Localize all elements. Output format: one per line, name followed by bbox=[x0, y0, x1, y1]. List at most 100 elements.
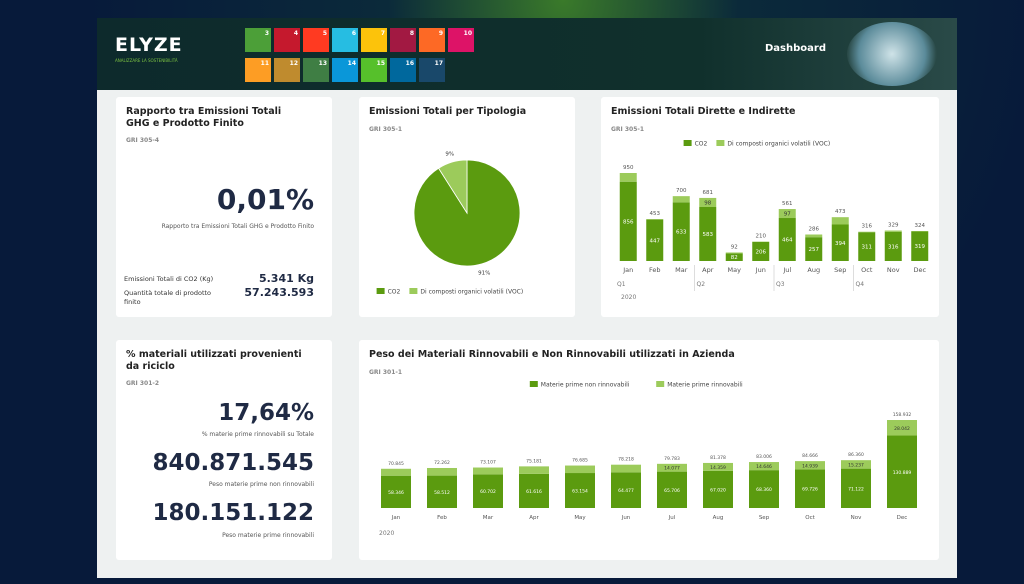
total-label: 84.666 bbox=[802, 453, 818, 459]
value-label: 97 bbox=[784, 212, 791, 218]
value-label: 394 bbox=[835, 241, 846, 247]
x-tick-label: Dec bbox=[897, 515, 908, 521]
total-label: 473 bbox=[835, 209, 846, 215]
total-label: 70.845 bbox=[388, 461, 404, 467]
value-label: 98 bbox=[704, 200, 711, 206]
kpi-card: Rapporto tra Emissioni Totali GHG e Prod… bbox=[116, 97, 332, 317]
slice-label: 9% bbox=[445, 151, 454, 157]
card-code: GRI 301-1 bbox=[369, 369, 403, 376]
bar-segment bbox=[646, 219, 664, 220]
value-label: 257 bbox=[809, 247, 820, 253]
card-code: GRI 305-1 bbox=[611, 126, 645, 133]
bar-segment bbox=[884, 230, 902, 232]
value-label: 63.154 bbox=[572, 489, 588, 495]
bar-segment bbox=[778, 209, 796, 219]
value-label: 65.706 bbox=[664, 488, 680, 494]
total-label: 76.685 bbox=[572, 458, 588, 464]
total-label: 286 bbox=[809, 227, 820, 233]
card-title: Peso dei Materiali Rinnovabili e Non Rin… bbox=[369, 349, 735, 360]
value-label: 319 bbox=[915, 244, 926, 250]
bar-segment bbox=[619, 173, 637, 182]
value-label: 58.346 bbox=[388, 490, 404, 496]
x-tick-label: Nov bbox=[887, 266, 900, 274]
x-tick-label: Aug bbox=[713, 515, 724, 521]
kpi-caption: Peso materie prime rinnovabili bbox=[222, 532, 314, 539]
bar-segment bbox=[657, 471, 687, 508]
sdg-icon: 10 bbox=[448, 28, 474, 52]
x-tick-label: Oct bbox=[805, 515, 815, 521]
x-tick-label: Apr bbox=[702, 266, 714, 274]
x-tick-label: May bbox=[574, 515, 586, 521]
total-label: 79.783 bbox=[664, 456, 680, 462]
value-label: 14.646 bbox=[756, 464, 772, 470]
total-label: 324 bbox=[915, 223, 926, 229]
card-code: GRI 305-4 bbox=[126, 137, 160, 144]
card-title: % materiali utilizzati provenienti da ri… bbox=[126, 349, 302, 372]
x-tick-label: Jul bbox=[782, 266, 791, 274]
value-label: 68.360 bbox=[756, 487, 772, 493]
x-tick-label: Mar bbox=[675, 266, 688, 274]
x-tick-label: Oct bbox=[861, 266, 873, 274]
total-label: 83.006 bbox=[756, 454, 772, 460]
x-tick-label: Jun bbox=[755, 266, 766, 274]
chart-card: Emissioni Totali Dirette e Indirette GRI… bbox=[601, 97, 939, 317]
value-label: 583 bbox=[703, 232, 714, 238]
total-label: 561 bbox=[782, 201, 793, 207]
value-label: 82 bbox=[731, 255, 738, 261]
value-label: 15.237 bbox=[848, 462, 864, 468]
bar-segment bbox=[752, 241, 770, 261]
sdg-icon: 17 bbox=[419, 58, 445, 82]
bar-segment bbox=[749, 462, 779, 471]
bar-chart: CO2 Di composti organici volatili (VOC) 85… bbox=[617, 140, 929, 301]
value-label: 14.359 bbox=[710, 465, 726, 471]
bar-segment bbox=[657, 463, 687, 472]
x-tick-label: Mar bbox=[483, 515, 494, 521]
sdg-icon: 9 bbox=[419, 28, 445, 52]
bar-segment bbox=[725, 252, 743, 254]
x-tick-label: Nov bbox=[851, 515, 862, 521]
bar-segment bbox=[699, 206, 717, 261]
value-label: 206 bbox=[756, 249, 767, 255]
kpi-card: % materiali utilizzati provenienti da ri… bbox=[116, 340, 332, 560]
total-label: 210 bbox=[756, 234, 767, 240]
total-label: 316 bbox=[862, 224, 873, 230]
bar-segment bbox=[703, 462, 733, 471]
bar-segment bbox=[805, 237, 823, 261]
value-label: 58.512 bbox=[434, 490, 450, 496]
x-tick-label: May bbox=[728, 266, 742, 274]
bar-segment bbox=[427, 475, 457, 508]
bar-segment bbox=[887, 435, 917, 508]
logo: ELYZE bbox=[115, 34, 183, 56]
row-value: 5.341 Kg bbox=[258, 272, 314, 285]
sdg-icon: 16 bbox=[390, 58, 416, 82]
kpi-caption: Peso materie prime non rinnovabili bbox=[208, 481, 314, 488]
legend-swatch bbox=[683, 140, 692, 146]
page-title: Dashboard bbox=[765, 43, 826, 54]
kpi-value: 0,01% bbox=[216, 183, 314, 216]
bar-segment bbox=[884, 231, 902, 261]
group-label: Q4 bbox=[856, 281, 865, 288]
group-label: Q1 bbox=[617, 281, 626, 288]
legend-swatch bbox=[716, 140, 725, 146]
bar-segment bbox=[703, 470, 733, 508]
bar-segment bbox=[611, 464, 641, 473]
group-label: Q2 bbox=[697, 281, 706, 288]
x-tick-label: Sep bbox=[834, 266, 846, 274]
bar-segment bbox=[795, 461, 825, 470]
pie-slice bbox=[438, 159, 468, 215]
bar-segment bbox=[619, 181, 637, 261]
legend-label: Materie prime non rinnovabili bbox=[541, 382, 630, 389]
card-title: Rapporto tra Emissioni Totali GHG e Prod… bbox=[126, 106, 282, 129]
chart-card: Emissioni Totali per Tipologia GRI 305-1… bbox=[359, 97, 575, 317]
bar-segment bbox=[646, 219, 664, 261]
kpi-caption: % materie prime rinnovabili su Totale bbox=[201, 431, 314, 438]
bar-segment bbox=[749, 470, 779, 508]
value-label: 14.077 bbox=[664, 466, 680, 472]
total-label: 950 bbox=[623, 165, 634, 171]
total-label: 700 bbox=[676, 188, 687, 194]
bar-segment bbox=[911, 231, 929, 261]
bar-segment bbox=[381, 475, 411, 508]
sdg-icon: 12 bbox=[274, 58, 300, 82]
bar-segment bbox=[611, 472, 641, 508]
